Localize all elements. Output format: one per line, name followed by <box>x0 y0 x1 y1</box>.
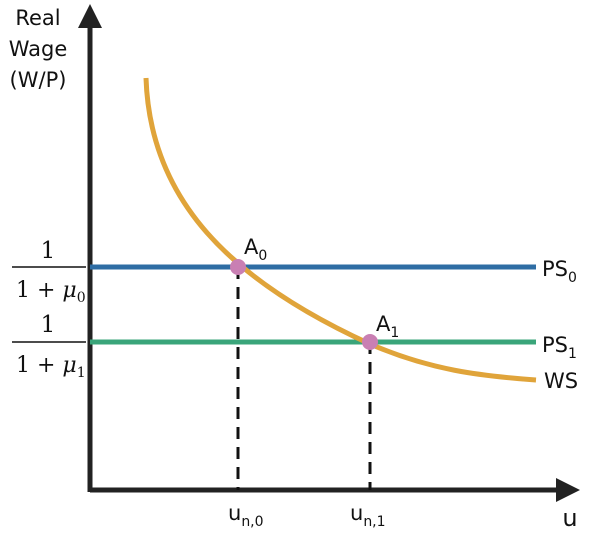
ws-curve <box>143 77 537 383</box>
y-axis-label-line-1: Real <box>15 6 60 30</box>
ps1-tick-denominator: 1 + μ1 <box>16 353 86 381</box>
ps1-tick-numerator: 1 <box>41 312 56 338</box>
point-a1 <box>362 334 378 350</box>
y-axis-label-line-2: Wage <box>9 37 68 61</box>
un1-tick-label: un,1 <box>350 501 386 530</box>
ps0-tick-denominator: 1 + μ0 <box>16 278 86 306</box>
ws-label: WS <box>544 369 578 393</box>
un0-tick-label: un,0 <box>228 501 264 530</box>
y-axis-label-line-3: (W/P) <box>10 68 67 92</box>
x-axis-arrow <box>556 478 580 502</box>
point-a0 <box>230 259 246 275</box>
ps1-label: PS1 <box>542 333 577 362</box>
y-axis-arrow <box>78 4 102 28</box>
point-a1-label: A1 <box>376 312 399 341</box>
point-a0-label: A0 <box>244 235 267 264</box>
ps0-label: PS0 <box>542 257 577 286</box>
x-axis-label: u <box>562 504 577 532</box>
ps0-tick-numerator: 1 <box>41 238 56 264</box>
